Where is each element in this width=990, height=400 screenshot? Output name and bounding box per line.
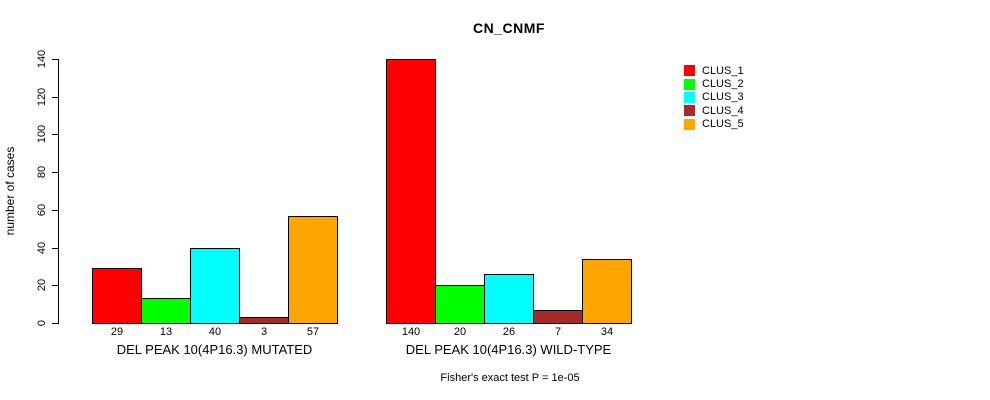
legend-swatch [684,78,695,90]
y-axis-tick-label: 60 [36,203,48,217]
y-axis-tick [52,59,59,60]
category-label: DEL PEAK 10(4P16.3) MUTATED [116,342,313,357]
legend: CLUS_1 CLUS_2 CLUS_3 CLUS_4 CLUS_5 [684,64,744,131]
bar-clus-2-group-2 [435,285,485,324]
annotation-fisher-test: Fisher's exact test P = 1e-05 [440,372,580,384]
y-axis-tick-label: 80 [36,165,48,179]
legend-label: CLUS_3 [702,91,744,104]
legend-item: CLUS_4 [684,104,744,117]
bar-value-label: 26 [502,326,516,338]
y-axis-tick-label: 40 [36,241,48,255]
y-axis-tick [52,134,59,135]
legend-swatch [684,91,695,103]
y-axis-line [58,59,59,324]
legend-item: CLUS_3 [684,91,744,104]
bar-value-label: 20 [453,326,467,338]
bar-clus-2-group-1 [141,298,191,324]
bar-clus-1-group-2 [386,59,436,324]
y-axis-tick-label: 20 [36,278,48,292]
bar-clus-5-group-1 [288,216,338,324]
y-axis-tick [52,210,59,211]
legend-label: CLUS_1 [702,64,744,77]
bar-value-label: 29 [110,326,124,338]
legend-item: CLUS_5 [684,118,744,131]
bar-value-label: 3 [260,326,268,338]
bar-value-label: 7 [554,326,562,338]
bar-clus-3-group-2 [484,274,534,324]
legend-item: CLUS_1 [684,64,744,77]
bar-value-label: 140 [401,326,421,338]
bar-value-label: 40 [208,326,222,338]
bar-value-label: 34 [600,326,614,338]
y-axis-tick [52,248,59,249]
legend-swatch [684,65,695,77]
bar-value-label: 57 [306,326,320,338]
category-label: DEL PEAK 10(4P16.3) WILD-TYPE [405,342,612,357]
y-axis-tick [52,285,59,286]
legend-label: CLUS_2 [702,78,744,91]
y-axis-tick-label: 140 [36,49,48,69]
legend-item: CLUS_2 [684,77,744,90]
y-axis-tick-label: 100 [36,124,48,144]
bar-clus-3-group-1 [190,248,240,324]
y-axis-tick [52,323,59,324]
legend-swatch [684,118,695,130]
bar-clus-4-group-2 [533,310,583,324]
bar-clus-1-group-1 [92,268,142,324]
bar-clus-5-group-2 [582,259,632,324]
bar-value-label: 13 [159,326,173,338]
y-axis-tick [52,172,59,173]
y-axis-tick [52,97,59,98]
y-axis-tick-label: 0 [36,319,48,327]
chart-title: CN_CNMF [473,20,545,36]
legend-label: CLUS_4 [702,104,744,117]
y-axis-label: number of cases [3,146,17,236]
bar-clus-4-group-1 [239,317,289,324]
legend-label: CLUS_5 [702,118,744,131]
legend-swatch [684,105,695,117]
y-axis-tick-label: 120 [36,87,48,107]
